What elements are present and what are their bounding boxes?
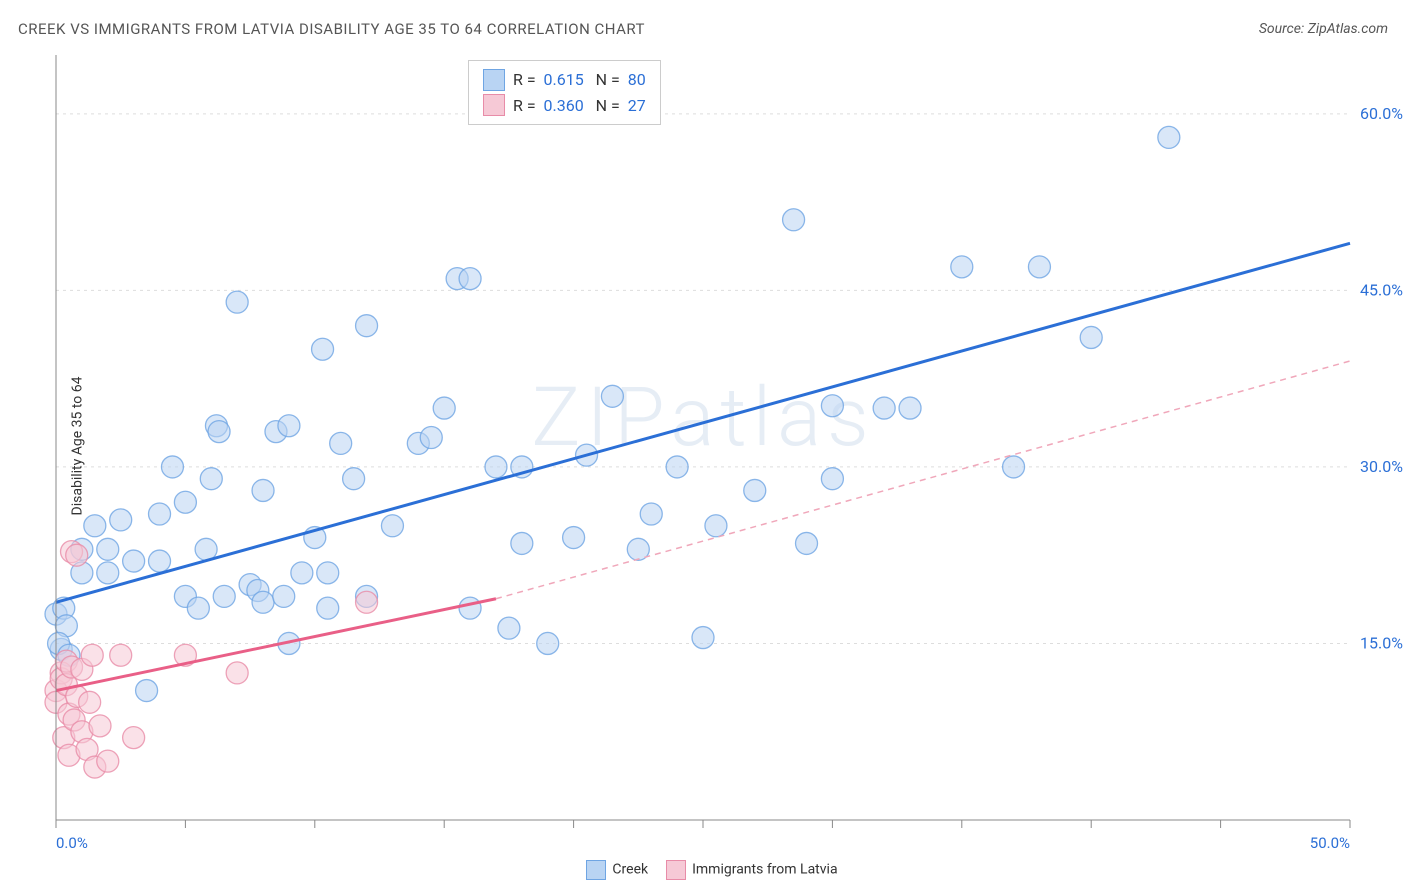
svg-text:30.0%: 30.0%	[1360, 457, 1403, 476]
svg-text:0.0%: 0.0%	[56, 834, 88, 852]
stats-text: R = 0.615 N = 80	[513, 67, 646, 93]
stats-legend: R = 0.615 N = 80R = 0.360 N = 27	[468, 60, 661, 125]
svg-text:45.0%: 45.0%	[1360, 280, 1403, 299]
legend-label: Creek	[612, 862, 648, 878]
svg-text:15.0%: 15.0%	[1360, 633, 1403, 652]
series-legend: Creek Immigrants from Latvia	[0, 860, 1406, 880]
legend-swatch	[666, 860, 686, 880]
svg-text:60.0%: 60.0%	[1360, 104, 1403, 123]
stats-row: R = 0.360 N = 27	[483, 93, 646, 119]
legend-swatch	[483, 69, 505, 91]
svg-text:50.0%: 50.0%	[1310, 834, 1350, 852]
legend-swatch	[483, 94, 505, 116]
scatter-chart: 0.0% 50.0% 15.0% 30.0% 45.0% 60.0%	[0, 0, 1406, 892]
stats-row: R = 0.615 N = 80	[483, 67, 646, 93]
legend-label: Immigrants from Latvia	[692, 862, 837, 878]
legend-swatch	[586, 860, 606, 880]
stats-text: R = 0.360 N = 27	[513, 93, 646, 119]
